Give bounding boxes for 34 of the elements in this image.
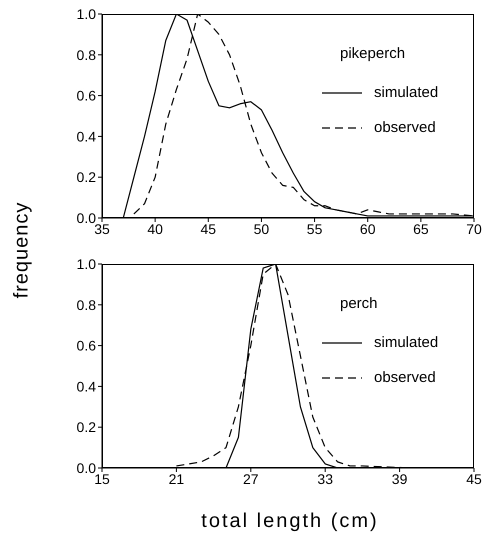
x-tick-label: 35 (94, 220, 110, 237)
legend-label: simulated (374, 84, 438, 101)
y-tick-label: 0.6 (76, 338, 96, 354)
y-axis-title: frequency (10, 202, 34, 298)
legend-title: pikeperch (340, 45, 406, 62)
y-tick-label: 1.0 (76, 6, 96, 22)
x-tick-label: 70 (466, 220, 482, 237)
x-tick-label: 27 (243, 470, 259, 487)
legend-label: simulated (374, 334, 438, 351)
x-tick-label: 33 (317, 470, 334, 487)
y-tick-label: 0.6 (76, 88, 96, 104)
y-tick-label: 0.0 (76, 210, 96, 226)
y-tick-label: 1.0 (76, 256, 96, 272)
x-tick-label: 45 (466, 470, 482, 487)
legend-label: observed (374, 369, 436, 386)
x-tick-label: 21 (168, 470, 184, 487)
x-tick-label: 45 (200, 220, 216, 237)
y-tick-label: 0.8 (76, 46, 96, 63)
x-axis-title: total length (cm) (201, 510, 379, 533)
x-tick-label: 15 (94, 470, 110, 487)
x-tick-label: 39 (392, 470, 408, 487)
x-tick-label: 55 (306, 220, 323, 237)
y-tick-label: 0.0 (76, 460, 96, 476)
y-tick-label: 0.4 (76, 378, 96, 394)
y-tick-label: 0.2 (76, 419, 96, 436)
legend-label: observed (374, 119, 436, 136)
y-tick-label: 0.4 (76, 128, 96, 144)
x-tick-label: 65 (413, 220, 429, 237)
y-tick-label: 0.8 (76, 296, 96, 313)
legend-title: perch (340, 295, 379, 312)
x-tick-label: 40 (147, 220, 164, 237)
x-tick-label: 60 (360, 220, 376, 237)
y-tick-label: 0.2 (76, 169, 96, 186)
x-tick-label: 50 (254, 220, 270, 237)
